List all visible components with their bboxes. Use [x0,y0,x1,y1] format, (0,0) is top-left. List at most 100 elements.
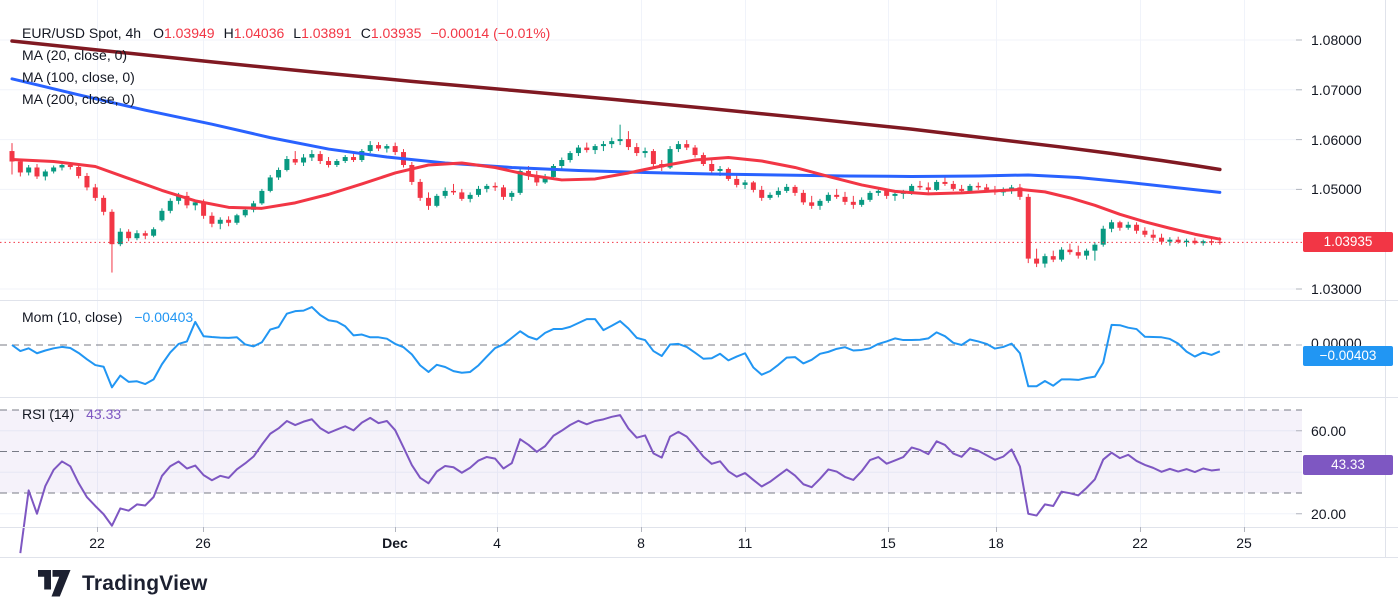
time-axis-label: 11 [737,535,753,551]
candle-body [259,190,265,204]
candle-body [842,196,848,202]
candle-body [226,219,232,223]
candle-body [742,182,748,185]
chart-canvas[interactable] [0,0,1398,558]
candle-body [34,167,40,177]
legend-ma20[interactable]: MA (20, close, 0) [22,47,128,63]
time-axis-label: 8 [637,535,645,551]
candle-body [1092,244,1098,251]
candle-body [942,181,948,184]
candle-body [1025,196,1031,259]
candle-body [892,193,898,196]
candle-body [376,145,382,149]
candle-body [934,181,940,190]
candle-body [1042,256,1048,264]
candle-body [84,175,90,188]
candle-body [675,144,681,150]
candle-body [184,195,190,206]
candle-body [500,187,506,197]
symbol-legend[interactable]: EUR/USD Spot, 4h O1.03949 H1.04036 L1.03891… [22,25,550,41]
brand-name: TradingView [82,571,208,595]
rsi-value-badge: 43.33 [1303,455,1393,475]
candle-body [434,195,440,206]
price-axis-label: 1.06000 [1311,131,1362,148]
candle-body [767,194,773,198]
price-axis-label: 1.07000 [1311,81,1362,98]
price-axis-label: 1.05000 [1311,181,1362,198]
momentum-value-badge: −0.00403 [1303,346,1393,366]
candle-body [559,160,565,166]
candle-body [750,182,756,190]
candle-body [342,157,348,162]
candle-body [1050,256,1056,260]
rsi-line [19,414,1220,554]
candle-body [9,151,15,162]
symbol-title[interactable]: EUR/USD Spot, 4h [22,25,142,41]
rsi-axis-label: 20.00 [1311,505,1347,522]
ohlc-close: C1.03935 [360,25,422,41]
candle-body [950,183,956,189]
candle-body [134,233,140,239]
candle-body [1200,241,1206,244]
legend-rsi[interactable]: RSI (14) 43.33 [22,406,122,422]
tradingview-logo-icon [38,570,71,597]
candle-body [759,189,765,198]
tradingview-logo[interactable]: TradingView [38,570,208,597]
price-axis-label: 1.03000 [1311,281,1362,297]
legend-momentum[interactable]: Mom (10, close) −0.00403 [22,309,194,325]
time-axis-label: Dec [382,535,408,551]
legend-ma200[interactable]: MA (200, close, 0) [22,91,135,107]
ohlc-open: O1.03949 [153,25,215,41]
candle-body [600,144,606,147]
candle-body [101,197,107,212]
candle-body [567,153,573,161]
candle-body [234,215,240,223]
candle-body [542,176,548,183]
candle-body [417,181,423,198]
candle-body [717,168,723,171]
time-axis-label: 26 [195,535,211,551]
candle-body [309,154,315,158]
candle-body [17,161,23,173]
momentum-value: −0.00403 [134,309,194,325]
legend-ma100[interactable]: MA (100, close, 0) [22,69,135,85]
ma200-line [10,39,1222,172]
candle-body [442,190,448,196]
candle-body [834,194,840,197]
candle-body [917,185,923,188]
candle-body [142,233,148,236]
candle-body [867,192,873,200]
candle-body [67,164,73,167]
candle-body [384,146,390,149]
candle-body [1084,250,1090,256]
candle-body [26,167,32,173]
candle-body [459,192,465,199]
candle-body [392,146,398,153]
candle-body [1117,222,1123,228]
candle-body [467,194,473,199]
candle-body [209,215,215,224]
candle-body [367,145,373,152]
candle-body [1075,252,1081,256]
candle-body [1125,224,1131,228]
candle-body [1184,240,1190,243]
candle-body [151,229,157,236]
axis-labels-layer: 1.08000 1.07000 1.06000 1.05000 1.03000 0.000… [89,32,1362,551]
candle-body [959,188,965,191]
candle-body [909,185,915,192]
candle-body [625,139,631,148]
candle-body [492,185,498,188]
candle-body [792,186,798,193]
candle-body [634,147,640,154]
candle-body [359,151,365,161]
candle-body [475,188,481,195]
ma20-line [10,156,1222,241]
candle-body [1192,240,1198,244]
price-axis-label: 1.08000 [1311,32,1362,48]
candle-body [884,190,890,196]
candle-body [592,146,598,151]
candle-body [642,151,648,154]
candle-body [301,157,307,163]
candle-body [326,161,332,165]
time-axis-label: 22 [1132,535,1148,551]
